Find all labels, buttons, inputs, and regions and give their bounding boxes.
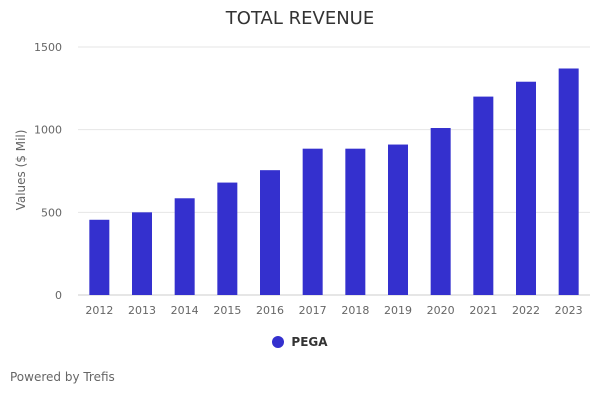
bar-2015[interactable] (217, 182, 238, 295)
bar-2022[interactable] (516, 81, 536, 295)
legend-label: PEGA (291, 335, 328, 349)
x-tick-label: 2019 (384, 304, 412, 317)
x-tick-label: 2012 (85, 304, 113, 317)
bar-2014[interactable] (174, 198, 195, 295)
bar-2013[interactable] (132, 212, 152, 295)
x-tick-label: 2015 (213, 304, 241, 317)
gridlines (78, 46, 590, 296)
y-tick-label: 1500 (34, 41, 62, 54)
bar-2020[interactable] (430, 128, 451, 295)
x-tick-label: 2018 (341, 304, 369, 317)
bar-2019[interactable] (388, 144, 408, 295)
y-tick-label: 0 (55, 289, 62, 302)
y-tick-label: 1000 (34, 124, 62, 137)
legend-item-pega[interactable]: PEGA (272, 335, 328, 349)
x-tick-label: 2014 (171, 304, 199, 317)
bar-2016[interactable] (260, 170, 280, 295)
y-tick-label: 500 (41, 206, 62, 219)
bar-2012[interactable] (89, 219, 110, 295)
x-tick-label: 2023 (555, 304, 583, 317)
bar-2017[interactable] (302, 148, 323, 295)
bar-2021[interactable] (473, 96, 494, 295)
legend[interactable]: PEGA (0, 333, 600, 351)
legend-marker-icon (272, 336, 285, 348)
x-tick-labels: 2012 2013 2014 2015 2016 2017 2018 2019 2020 2021… (85, 304, 582, 317)
bar-2023[interactable] (558, 68, 579, 295)
x-tick-label: 2017 (299, 304, 327, 317)
y-axis-label: Values ($ Mil) (14, 130, 28, 211)
x-tick-label: 2013 (128, 304, 156, 317)
x-tick-label: 2022 (512, 304, 540, 317)
x-tick-label: 2016 (256, 304, 284, 317)
bar-2018[interactable] (345, 148, 366, 295)
trefis-credit[interactable]: Powered by Trefis (10, 370, 115, 384)
y-tick-labels: 0 500 1000 1500 (34, 41, 62, 302)
chart-title: TOTAL REVENUE (225, 8, 374, 29)
x-tick-label: 2021 (469, 304, 497, 317)
bars (89, 68, 579, 295)
x-tick-label: 2020 (427, 304, 455, 317)
